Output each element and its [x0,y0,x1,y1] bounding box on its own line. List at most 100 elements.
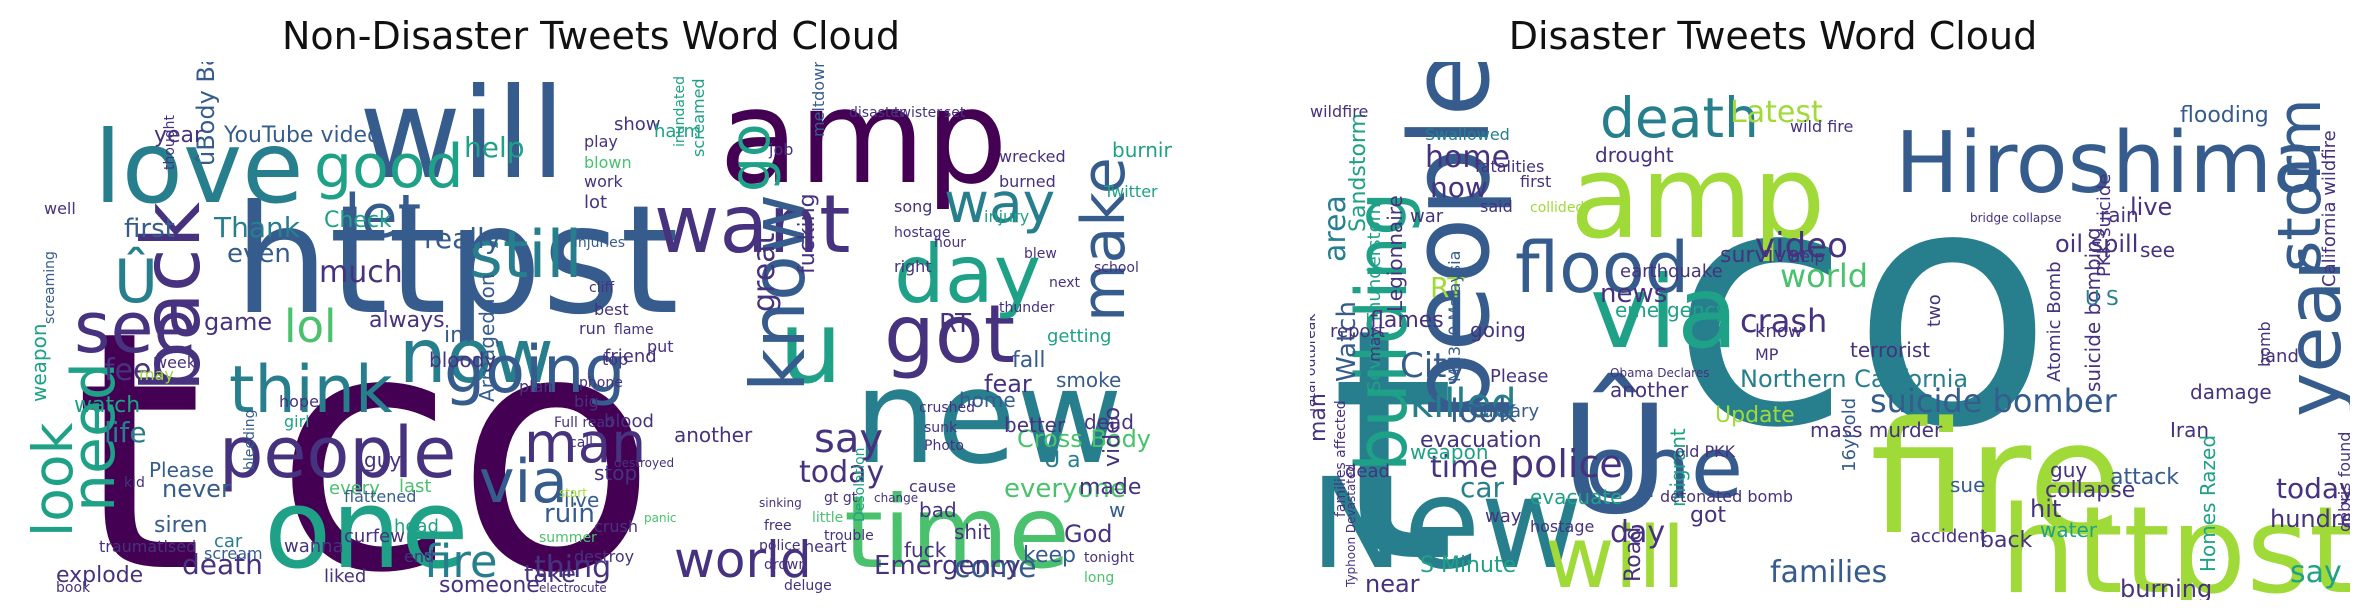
word-explode: explode [56,563,143,588]
word-hope: hope [279,392,319,411]
word-home: home [1425,140,1510,175]
word-police: police [759,538,801,554]
word-death: death [1600,86,1759,150]
word-war: war [1410,206,1444,227]
word-flooding: flooding [2180,103,2269,128]
word-evacuation: evacuation [1420,428,1542,453]
word-wanna: wanna [284,536,344,557]
word-take: take [524,560,576,588]
word-thank: Thank [213,211,301,244]
word-california-wildfire: California wildfire [2319,130,2340,287]
word-amp: amp [719,62,1008,213]
word-smoke: smoke [1056,368,1121,392]
word-got: got [1690,503,1726,528]
word-fall: fall [1012,348,1045,373]
word-crushed: crushed [919,400,975,416]
word-better: better [1004,413,1066,437]
word-update: Update [1715,403,1795,428]
word-migrant: migrant [1666,428,1690,507]
word-u-a: Û a [1044,447,1081,473]
word-way: way [1485,506,1522,527]
word-play: play [584,132,618,151]
word-got: got [884,288,1015,381]
word-friend: friend [604,346,657,367]
word-near: near [1365,570,1420,598]
word-shit: shit [954,520,991,544]
word-severe-thunderstorm: Severe Thunderstorm [1364,197,1385,392]
word-crash: crash [1740,302,1827,340]
word-families: families [1770,555,1887,590]
word-god: God [1064,520,1113,548]
word-sinking: sinking [759,496,802,510]
word-u: u [779,289,842,406]
word-burned: burned [999,172,1056,191]
word-families-affected: families affected [1333,400,1349,517]
word-live: live [564,488,599,512]
word-may: may [1365,327,1384,362]
word-building: building [1341,192,1423,472]
word-cliff: cliff [589,280,614,296]
word-make: make [1069,157,1139,322]
word-run: run [579,319,606,338]
word-today: today [2276,472,2350,505]
word-blood: blood [604,411,654,432]
word-way: way [944,171,1055,235]
word-rt: RT [1430,271,1465,304]
word-flood: flood [1515,227,1689,309]
word-now: now [1430,171,1488,204]
word-even: even [227,239,291,269]
word-calgary: Calgary [1470,401,1539,422]
word-destroyed: destroyed [614,456,674,470]
word-sandstorm: Sandstorm [1346,113,1371,232]
word-meltdown: meltdown [809,62,828,137]
word-know: know [1755,321,1803,342]
word-suicide-bombing: suicide bombing [2081,227,2105,392]
word-song: song [894,197,932,216]
word-video: video [1100,407,1125,467]
word-emergency: emergency [1615,298,1728,322]
word-hostage: hostage [1530,517,1594,536]
word-fire: fire [424,535,498,588]
word-land: land [2260,346,2299,367]
word-panic: panic [644,511,677,525]
word-ruin: ruin [544,499,595,529]
word-time: time [844,474,1070,591]
word-damage: damage [2190,380,2272,404]
word-youtube-video: YouTube video [223,123,381,148]
word-work: work [584,172,623,191]
word-hit: hit [2030,495,2061,523]
word-car: car [1460,471,1505,504]
word-burning: burning [1112,138,1172,162]
word-trouble: trouble [824,528,874,544]
word-city: City [1400,346,1467,386]
word-cross-body: Cross Body [1017,425,1151,453]
word-think: think [229,353,393,428]
word-crush: crush [594,517,638,536]
word-new: New [1310,452,1583,597]
word-desolation: Desolation [852,447,868,522]
word-show: show [614,114,661,135]
word-let: let [344,182,421,252]
word-inundated: inundated [672,76,688,147]
word-16yr-old: 16yr old [1839,398,1860,472]
word-atomic-bomb: Atomic Bomb [2044,261,2065,382]
word-mp: MP [1755,345,1779,364]
word-bleeding: bleeding [242,409,258,470]
word-bad: bad [919,498,957,522]
word-fuck: fuck [904,538,947,562]
word-weapon: weapon [1410,440,1489,464]
word-httpst: httpst [2000,482,2350,600]
word-evacuate: evacuate [1530,485,1622,509]
word-set: set [944,105,966,121]
word-time: time [1430,450,1498,485]
word-armageddon: Armageddon [475,273,499,402]
word-oil-spill: oil spill [2055,230,2138,258]
word-start: start [559,486,587,500]
word-want: want [654,178,851,271]
word-next: next [1049,275,1081,291]
word-getting: getting [1047,326,1111,347]
word-u: Û [114,246,158,317]
word-fire: fire [1870,388,2123,569]
